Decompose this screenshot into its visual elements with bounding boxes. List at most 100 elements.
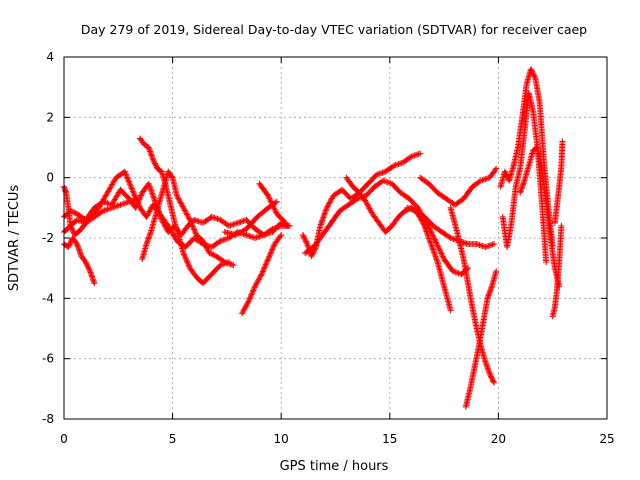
plus-marker xyxy=(396,160,403,167)
plus-marker xyxy=(74,216,81,223)
plus-marker xyxy=(192,217,199,224)
plus-marker xyxy=(252,283,259,290)
plus-marker xyxy=(254,279,261,286)
plus-marker xyxy=(206,250,213,257)
plus-marker xyxy=(302,237,309,244)
plus-marker xyxy=(398,160,405,167)
plus-marker xyxy=(391,162,398,169)
plus-marker xyxy=(383,178,390,185)
plus-marker xyxy=(125,177,132,184)
plus-marker xyxy=(490,378,497,385)
plus-marker xyxy=(121,168,128,175)
plus-marker xyxy=(194,217,201,224)
plus-marker xyxy=(145,180,152,187)
data-points xyxy=(61,66,566,410)
plus-marker xyxy=(246,295,253,302)
plus-marker xyxy=(184,259,191,266)
plus-marker xyxy=(249,233,256,240)
plus-marker xyxy=(482,244,489,251)
plus-marker xyxy=(201,240,208,247)
plus-marker xyxy=(202,242,209,249)
plus-marker xyxy=(245,298,252,305)
plus-marker xyxy=(476,242,483,249)
plus-marker xyxy=(195,218,202,225)
plus-marker xyxy=(463,240,470,247)
plus-marker xyxy=(218,237,225,244)
plus-marker xyxy=(252,281,259,288)
plus-marker xyxy=(151,197,158,204)
plus-marker xyxy=(216,238,223,245)
plus-marker xyxy=(182,208,189,215)
plus-marker xyxy=(244,299,251,306)
plus-marker xyxy=(247,292,254,299)
plus-marker xyxy=(192,229,199,236)
plus-marker xyxy=(435,243,442,250)
plus-marker xyxy=(248,291,255,298)
plus-marker xyxy=(321,210,328,217)
plus-marker xyxy=(259,232,266,239)
series-arc-o xyxy=(447,204,498,386)
plus-marker xyxy=(270,243,277,250)
plus-marker xyxy=(138,192,145,199)
plus-marker xyxy=(71,209,78,216)
plus-marker xyxy=(127,181,134,188)
plus-marker xyxy=(85,265,92,272)
plus-marker xyxy=(182,255,189,262)
plus-marker xyxy=(488,242,495,249)
plus-marker xyxy=(449,268,456,275)
plus-marker xyxy=(434,242,441,249)
plus-marker xyxy=(268,226,275,233)
plus-marker xyxy=(207,250,214,257)
plus-marker xyxy=(407,205,414,212)
plus-marker xyxy=(486,370,493,377)
plus-marker xyxy=(173,192,180,199)
y-tick-label-2: -4 xyxy=(42,291,54,305)
series-arc-b xyxy=(61,235,98,287)
series-arc-m xyxy=(404,204,498,251)
plus-marker xyxy=(91,280,98,287)
plus-marker xyxy=(427,238,434,245)
plus-marker xyxy=(328,195,335,202)
plus-marker xyxy=(447,307,454,314)
plus-marker xyxy=(108,204,115,211)
plus-marker xyxy=(249,288,256,295)
plus-marker xyxy=(174,194,181,201)
plus-marker xyxy=(151,160,158,167)
plus-marker xyxy=(429,243,436,250)
plus-marker xyxy=(144,212,151,219)
y-tick-label-6: 4 xyxy=(46,50,54,64)
plus-marker xyxy=(409,206,416,213)
plus-marker xyxy=(367,206,374,213)
plus-marker xyxy=(529,69,536,76)
plus-marker xyxy=(487,372,494,379)
plus-marker xyxy=(487,373,494,380)
plus-marker xyxy=(394,161,401,168)
plus-marker xyxy=(384,179,391,186)
plus-marker xyxy=(325,200,332,207)
plus-marker xyxy=(220,258,227,265)
plus-marker xyxy=(415,151,422,158)
plus-marker xyxy=(135,202,142,209)
plus-marker xyxy=(268,249,275,256)
plus-marker xyxy=(179,203,186,210)
plus-marker xyxy=(182,254,189,261)
plus-marker xyxy=(531,72,538,79)
x-tick-label-3: 15 xyxy=(382,432,397,446)
plus-marker xyxy=(425,234,432,241)
plus-marker xyxy=(130,197,137,204)
plus-marker xyxy=(381,169,388,176)
plus-marker xyxy=(483,243,490,250)
plus-marker xyxy=(244,301,251,308)
plus-marker xyxy=(122,171,129,178)
plus-marker xyxy=(128,185,135,192)
plus-marker xyxy=(69,228,76,235)
x-axis-ticks: 0 5 10 15 20 25 xyxy=(60,57,615,446)
plus-marker xyxy=(446,234,453,241)
plus-marker xyxy=(478,177,485,184)
plus-marker xyxy=(76,217,83,224)
plus-marker xyxy=(436,246,443,253)
plus-marker xyxy=(189,222,196,229)
plus-marker xyxy=(447,235,454,241)
plus-marker xyxy=(85,264,92,271)
plus-marker xyxy=(475,241,482,248)
